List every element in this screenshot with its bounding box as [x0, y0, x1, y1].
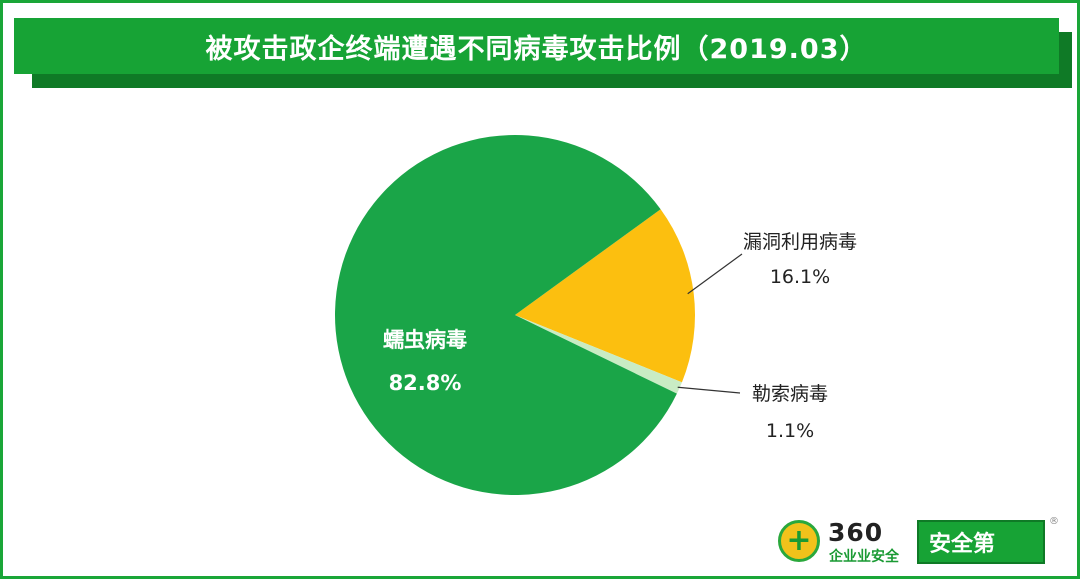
slice-label-ransom: 勒索病毒	[752, 383, 828, 405]
slice-value-exploit: 16.1%	[770, 266, 830, 288]
logo-badge: 安全第	[917, 520, 1045, 564]
leader-line-ransom	[677, 386, 741, 394]
logo-subtitle: 企业业安全	[829, 549, 899, 565]
leader-lines	[677, 253, 743, 394]
plus-icon: +	[778, 520, 820, 562]
pie-slice-worm	[335, 135, 677, 496]
pie-slices	[335, 135, 696, 496]
registered-mark: ®	[1049, 516, 1059, 527]
pie-slice-ransom	[515, 315, 682, 394]
slice-value-ransom: 1.1%	[766, 420, 814, 442]
chart-title: 被攻击政企终端遭遇不同病毒攻击比例（2019.03）	[205, 33, 868, 65]
leader-line-exploit	[687, 253, 743, 295]
title-bar: 被攻击政企终端遭遇不同病毒攻击比例（2019.03）	[14, 18, 1059, 74]
pie-slice-exploit	[515, 209, 696, 383]
logo-badge-text: 安全第	[929, 532, 996, 557]
brand-logo: + 360 企业业安全 安全第 ®	[772, 516, 1072, 571]
slice-labels: 蠕虫病毒 82.8% 漏洞利用病毒 16.1% 勒索病毒 1.1%	[383, 231, 857, 442]
slice-value-worm: 82.8%	[389, 371, 462, 395]
logo-brand-number: 360	[828, 518, 884, 547]
slice-label-worm: 蠕虫病毒	[383, 328, 467, 352]
slice-label-exploit: 漏洞利用病毒	[743, 231, 857, 253]
